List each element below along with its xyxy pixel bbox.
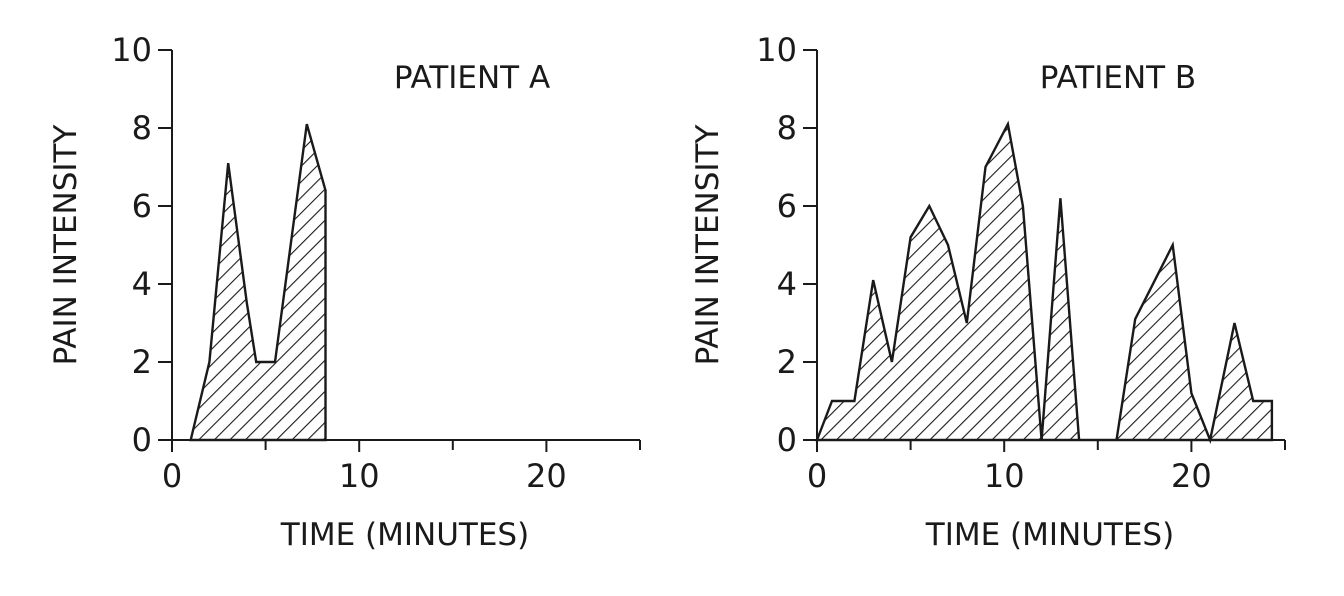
chart-title: PATIENT A [394, 60, 550, 96]
y-tick-label: 8 [777, 109, 797, 147]
y-tick-label: 4 [132, 265, 152, 303]
x-tick-label: 0 [162, 457, 182, 495]
x-tick-label: 0 [807, 457, 827, 495]
chart-patient-a: PATIENT A TIME (MINUTES) PAIN INTENSITY … [48, 31, 641, 553]
y-axis-label: PAIN INTENSITY [48, 125, 84, 366]
chart-patient-b: PATIENT B TIME (MINUTES) PAIN INTENSITY … [690, 31, 1286, 553]
y-tick-label: 0 [777, 421, 797, 459]
x-tick-label: 10 [984, 457, 1025, 495]
y-tick-label: 2 [132, 343, 152, 381]
x-tick-label: 20 [526, 457, 567, 495]
x-axis-label: TIME (MINUTES) [925, 517, 1174, 553]
y-tick-label: 10 [756, 31, 797, 69]
y-tick-label: 0 [132, 421, 152, 459]
x-tick-label: 20 [1171, 457, 1212, 495]
chart-title: PATIENT B [1040, 60, 1196, 96]
y-axis-label: PAIN INTENSITY [690, 125, 726, 366]
y-tick-label: 10 [111, 31, 152, 69]
y-tick-label: 4 [777, 265, 797, 303]
series-area [815, 120, 1274, 445]
x-tick-label: 10 [339, 457, 380, 495]
y-tick-label: 2 [777, 343, 797, 381]
series-area [189, 123, 327, 442]
y-tick-label: 8 [132, 109, 152, 147]
x-axis-label: TIME (MINUTES) [280, 517, 529, 553]
y-tick-label: 6 [132, 187, 152, 225]
y-tick-label: 6 [777, 187, 797, 225]
